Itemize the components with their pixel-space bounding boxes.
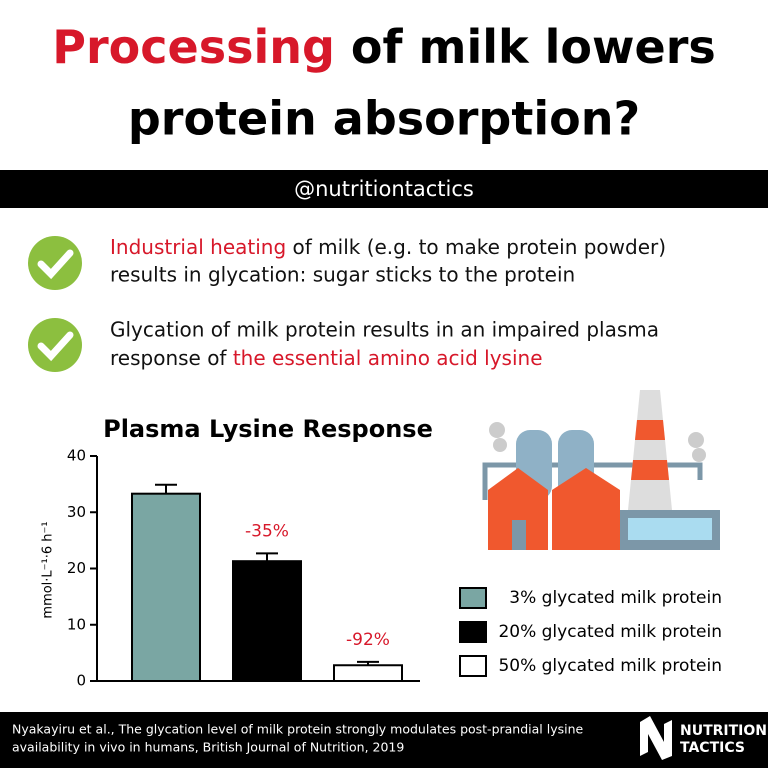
bar	[333, 664, 403, 682]
handle-band	[0, 170, 768, 208]
citation: Nyakayiru et al., The glycation level of…	[12, 722, 584, 737]
logo-text: NUTRITION	[680, 723, 767, 739]
check-icon	[28, 236, 82, 372]
bullet-highlight: the essential amino acid lysine	[233, 346, 543, 370]
legend-swatch	[459, 587, 487, 609]
bullet-line: response of the essential amino acid lys…	[110, 346, 543, 370]
bar	[232, 560, 302, 682]
y-axis-label: mmol·L⁻¹·6 h⁻¹	[41, 521, 56, 618]
bar-annotation: -35%	[245, 521, 289, 541]
legend-label: 20% glycated milk protein	[498, 622, 722, 642]
bullet-line: Glycation of milk protein results in an …	[110, 318, 659, 342]
y-tick-label: 10	[67, 615, 86, 633]
bullet-text: of milk (e.g. to make protein powder)	[293, 235, 667, 259]
logo-text: TACTICS	[680, 740, 745, 756]
logo-icon	[640, 716, 672, 760]
legend-swatch	[459, 621, 487, 643]
y-tick-label: 20	[67, 559, 86, 577]
title: Processing of milk lowers	[52, 20, 716, 74]
bullet-highlight: Industrial heating	[110, 235, 286, 259]
bar	[131, 492, 201, 682]
title-rest	[335, 20, 351, 74]
handle: @nutritiontactics	[294, 177, 474, 201]
y-tick-label: 30	[67, 503, 86, 521]
title-rest: of milk lowers	[351, 20, 716, 74]
factory-illustration	[482, 390, 720, 550]
bullet-line: Industrial heating of milk (e.g. to make…	[110, 235, 666, 259]
bullet-text: response of	[110, 346, 227, 370]
citation: availability in vivo in humans, British …	[12, 740, 404, 755]
chart-title: Plasma Lysine Response	[103, 415, 433, 443]
legend-label: 50% glycated milk protein	[498, 656, 722, 676]
legend-label: 3% glycated milk protein	[509, 588, 722, 608]
title-highlight: Processing	[52, 20, 335, 74]
y-tick-label: 40	[67, 447, 86, 465]
y-tick-label: 0	[76, 672, 86, 690]
bullet-line: results in glycation: sugar sticks to th…	[110, 263, 575, 287]
title-line2: protein absorption?	[128, 92, 640, 146]
legend-swatch	[459, 655, 487, 677]
bar-annotation: -92%	[346, 630, 390, 650]
